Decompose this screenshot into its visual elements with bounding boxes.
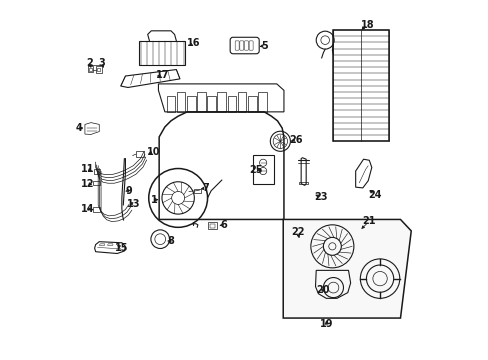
- Text: 25: 25: [249, 165, 263, 175]
- Text: 22: 22: [290, 227, 304, 237]
- Text: 17: 17: [156, 70, 169, 80]
- Text: 3: 3: [99, 58, 105, 68]
- Bar: [93, 181, 100, 185]
- Bar: [89, 68, 92, 71]
- Text: 15: 15: [115, 243, 128, 253]
- Bar: [252, 155, 273, 184]
- Bar: [93, 207, 100, 212]
- Bar: [207, 222, 217, 229]
- Bar: [97, 68, 100, 71]
- Text: 1: 1: [150, 195, 157, 205]
- Text: 23: 23: [313, 192, 327, 202]
- Text: 7: 7: [203, 183, 209, 193]
- Text: 6: 6: [220, 220, 227, 230]
- Text: 5: 5: [261, 41, 267, 50]
- Text: 4: 4: [75, 123, 82, 133]
- Bar: [136, 151, 143, 157]
- Text: 9: 9: [125, 186, 132, 196]
- Text: 8: 8: [167, 236, 174, 246]
- Text: 12: 12: [81, 179, 94, 189]
- Text: 13: 13: [127, 199, 141, 210]
- Text: 11: 11: [81, 164, 94, 174]
- Text: 26: 26: [288, 135, 302, 145]
- Text: 19: 19: [319, 319, 332, 329]
- Bar: [194, 189, 201, 193]
- Text: 21: 21: [362, 216, 375, 226]
- Text: 2: 2: [86, 58, 93, 68]
- Text: 14: 14: [81, 204, 94, 214]
- Bar: [94, 169, 100, 174]
- Text: 16: 16: [186, 38, 200, 48]
- Polygon shape: [283, 220, 410, 318]
- Text: 24: 24: [367, 190, 381, 200]
- Text: 18: 18: [360, 20, 373, 30]
- Bar: [210, 224, 214, 228]
- Bar: [333, 30, 388, 141]
- Text: 20: 20: [315, 285, 329, 296]
- Text: 10: 10: [147, 147, 161, 157]
